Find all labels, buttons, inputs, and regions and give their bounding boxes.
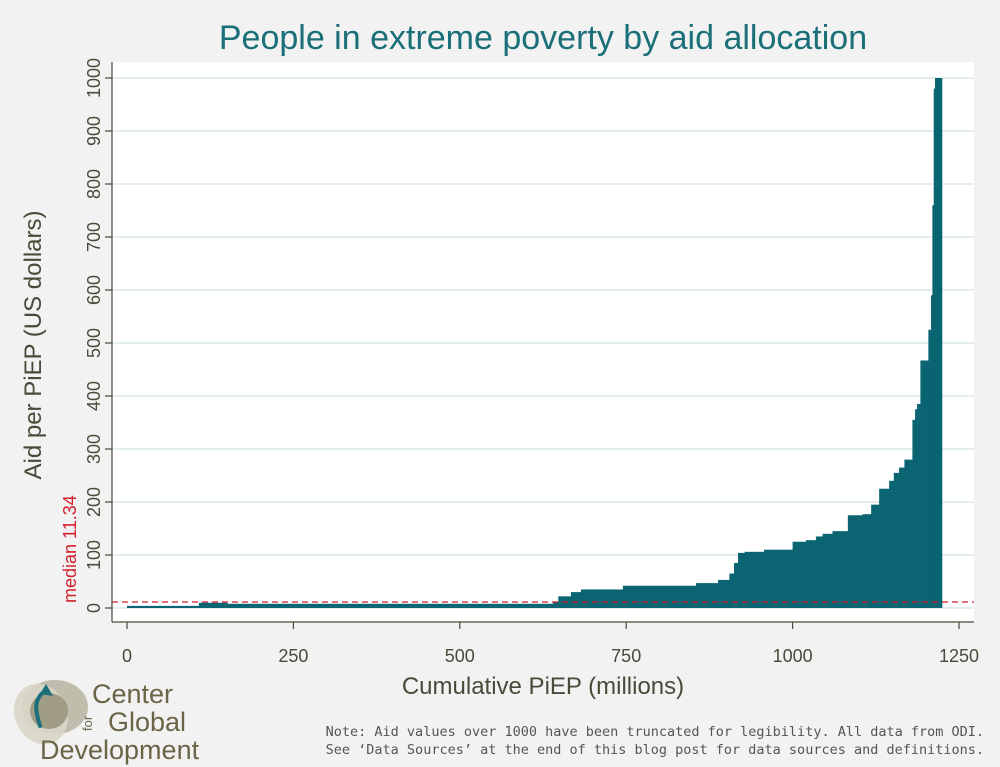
y-tick-label-600: 600 — [84, 275, 104, 305]
data-steps — [127, 78, 943, 609]
chart-title: People in extreme poverty by aid allocat… — [219, 19, 867, 57]
step-bar-25 — [893, 472, 900, 608]
step-bar-31 — [920, 360, 929, 608]
logo-emblem — [14, 680, 88, 745]
step-bar-0 — [127, 605, 200, 608]
y-tick-label-800: 800 — [84, 169, 104, 199]
step-bar-18 — [822, 533, 834, 608]
x-tick-label-1250: 1250 — [939, 646, 979, 666]
y-tick-label-300: 300 — [84, 434, 104, 464]
logo-development: Development — [40, 735, 200, 765]
step-bar-24 — [889, 480, 895, 608]
grid-lines — [112, 77, 974, 609]
x-tick-label-1000: 1000 — [773, 646, 813, 666]
step-bar-13 — [744, 551, 765, 608]
step-bar-6 — [580, 589, 624, 608]
step-bar-34 — [932, 205, 935, 608]
step-bar-8 — [696, 583, 719, 608]
step-bar-5 — [570, 592, 582, 608]
step-bar-15 — [792, 541, 807, 608]
y-tick-label-200: 200 — [84, 487, 104, 517]
y-axis: 0 100 200 300 400 500 600 700 800 900 1000 — [84, 58, 113, 622]
median-label: median 11.34 — [60, 495, 80, 603]
step-bar-22 — [871, 504, 880, 608]
x-tick-label-0: 0 — [122, 646, 132, 666]
step-bar-29 — [915, 409, 918, 608]
step-bar-9 — [718, 579, 730, 608]
note-line-1: Note: Aid values over 1000 have been tru… — [326, 724, 984, 740]
step-bar-28 — [912, 419, 916, 608]
step-bar-3 — [552, 601, 559, 608]
x-tick-label-250: 250 — [278, 646, 308, 666]
step-bar-1 — [198, 602, 228, 608]
logo-global: Global — [108, 707, 186, 737]
step-bar-10 — [729, 573, 735, 608]
step-bar-19 — [832, 531, 849, 608]
step-bar-33 — [931, 295, 933, 608]
step-bar-7 — [622, 585, 697, 608]
step-bar-30 — [917, 403, 921, 608]
step-bar-35 — [933, 88, 936, 609]
y-tick-label-1000: 1000 — [84, 58, 104, 98]
step-bar-36 — [935, 78, 943, 608]
step-bar-32 — [928, 329, 932, 608]
step-bar-14 — [763, 549, 794, 608]
step-bar-12 — [738, 552, 746, 608]
y-tick-label-700: 700 — [84, 222, 104, 252]
step-bar-17 — [815, 536, 824, 608]
x-axis: 0 250 500 750 1000 1250 — [112, 621, 979, 666]
x-tick-label-750: 750 — [611, 646, 641, 666]
y-tick-label-400: 400 — [84, 381, 104, 411]
step-bar-21 — [862, 514, 872, 608]
step-bar-27 — [904, 459, 914, 608]
step-bar-2 — [226, 603, 554, 608]
note-line-2: See ‘Data Sources’ at the end of this bl… — [326, 742, 984, 758]
y-tick-label-500: 500 — [84, 328, 104, 358]
logo-center: Center — [92, 679, 173, 709]
y-tick-label-100: 100 — [84, 540, 104, 570]
y-tick-label-0: 0 — [84, 603, 104, 613]
cgd-logo: Center for Global Development — [14, 679, 200, 765]
y-tick-label-900: 900 — [84, 116, 104, 146]
step-bar-26 — [899, 467, 906, 608]
step-bar-20 — [847, 515, 864, 608]
x-axis-title: Cumulative PiEP (millions) — [402, 673, 684, 700]
step-bar-23 — [879, 488, 890, 608]
y-axis-title: Aid per PiEP (US dollars) — [20, 211, 47, 480]
step-bar-16 — [805, 540, 817, 608]
x-tick-label-500: 500 — [445, 646, 475, 666]
logo-for: for — [80, 715, 95, 731]
step-bar-11 — [734, 562, 739, 608]
